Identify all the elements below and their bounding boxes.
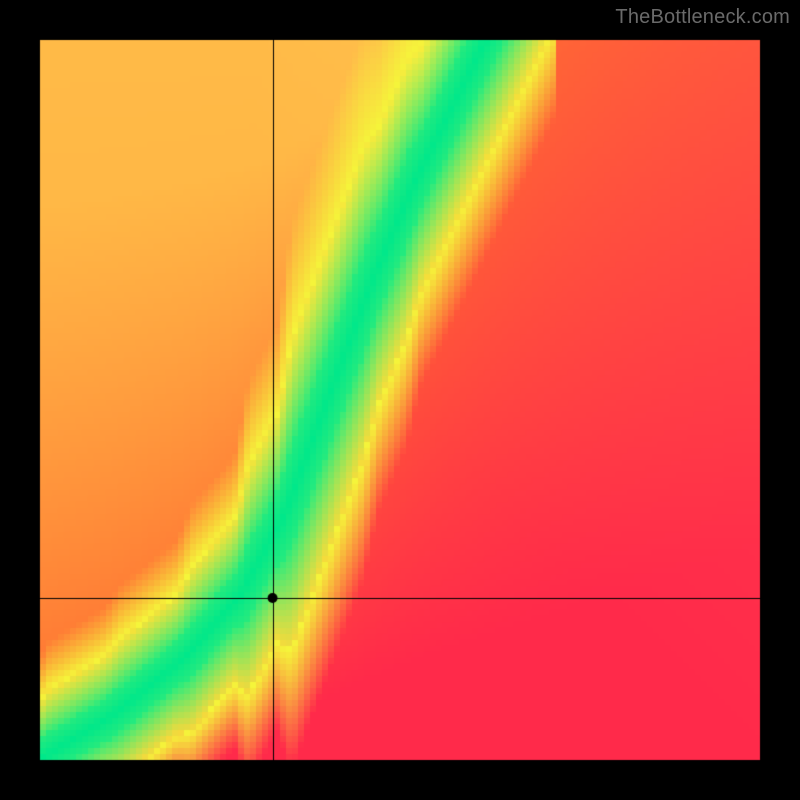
bottleneck-heatmap-canvas xyxy=(0,0,800,800)
chart-frame xyxy=(0,0,800,800)
watermark-text: TheBottleneck.com xyxy=(615,6,790,29)
